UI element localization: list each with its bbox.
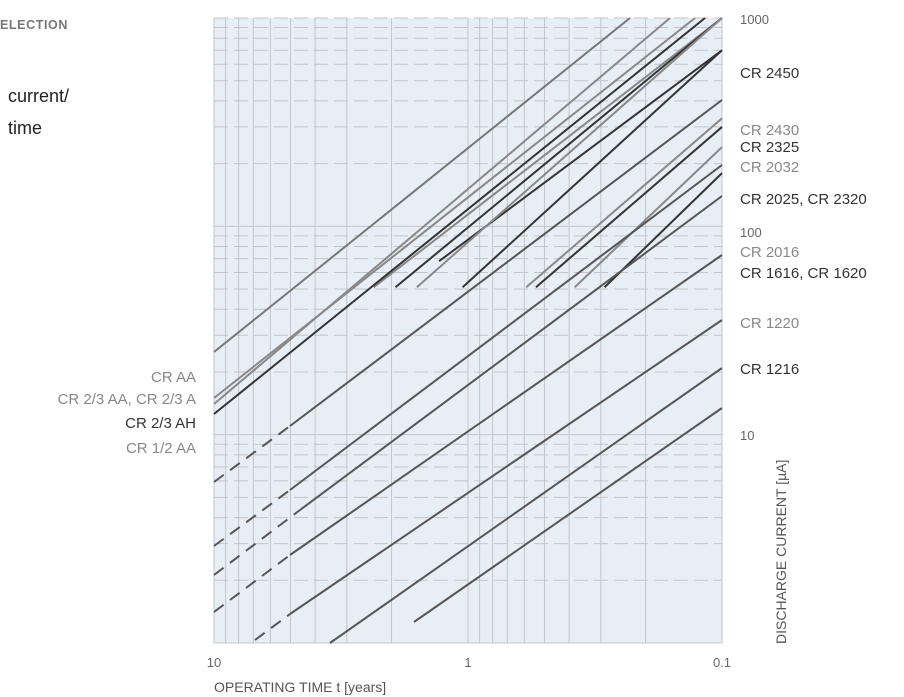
series-label-right: CR 2016: [740, 244, 799, 261]
series-line-left: [213, 17, 706, 415]
series-label-left: CR 2/3 AA, CR 2/3 A: [58, 391, 196, 408]
series-label-right: CR 1220: [740, 315, 799, 332]
side-text-line1: current/: [8, 86, 70, 106]
series-label-right: CR 1616, CR 1620: [740, 265, 867, 282]
series-line-cr-2025-cr-2320: [461, 49, 723, 288]
x-tick-label: 0.1: [713, 655, 731, 670]
series-line-lower: [289, 319, 723, 615]
x-axis-label: OPERATING TIME t [years]: [214, 679, 386, 695]
series-line-cr-2325: [394, 17, 723, 289]
series-line-dashed: [213, 425, 291, 483]
series-line-dashed: [213, 489, 291, 547]
series-label-right: CR 2032: [740, 159, 799, 176]
series-label-right: CR 2430: [740, 122, 799, 139]
series-label-left: CR 2/3 AH: [125, 415, 196, 432]
section-header: ELECTION: [0, 18, 68, 32]
series-line-cr-2032: [416, 17, 723, 289]
x-tick-label: 1: [464, 655, 471, 670]
series-line-cr-1616-cr-1620: [535, 126, 723, 289]
series-line-cr-2430: [373, 17, 723, 289]
series-line-cr-1220: [574, 146, 723, 288]
y-axis-label: DISCHARGE CURRENT [µA]: [773, 460, 789, 644]
series-label-right: CR 2025, CR 2320: [740, 191, 867, 208]
x-tick-label: 10: [207, 655, 221, 670]
series-label-right: CR 2325: [740, 139, 799, 156]
series-line-lower: [289, 99, 723, 427]
series-label-right: CR 2450: [740, 65, 799, 82]
series-line-dashed: [213, 554, 291, 613]
series-label-left: CR 1/2 AA: [126, 440, 196, 457]
series-label-right: CR 1216: [740, 361, 799, 378]
series-line-left: [213, 17, 696, 399]
y-tick-label: 1000: [740, 12, 769, 27]
series-line-lower: [299, 195, 723, 511]
side-text-line2: time: [8, 118, 43, 138]
series-line-lower: [329, 367, 723, 644]
series-line-lower: [289, 254, 723, 556]
series-line-left: [213, 17, 671, 405]
series-line-cr-2016: [525, 117, 723, 289]
series-label-left: CR AA: [151, 369, 196, 386]
y-tick-label: 10: [740, 428, 754, 443]
series-line-left: [213, 17, 631, 353]
series-line-lower: [289, 164, 723, 491]
series-line-dashed: [213, 509, 301, 576]
y-tick-label: 100: [740, 225, 762, 240]
series-line-dashed: [254, 613, 291, 641]
series-line-lower: [413, 407, 723, 623]
